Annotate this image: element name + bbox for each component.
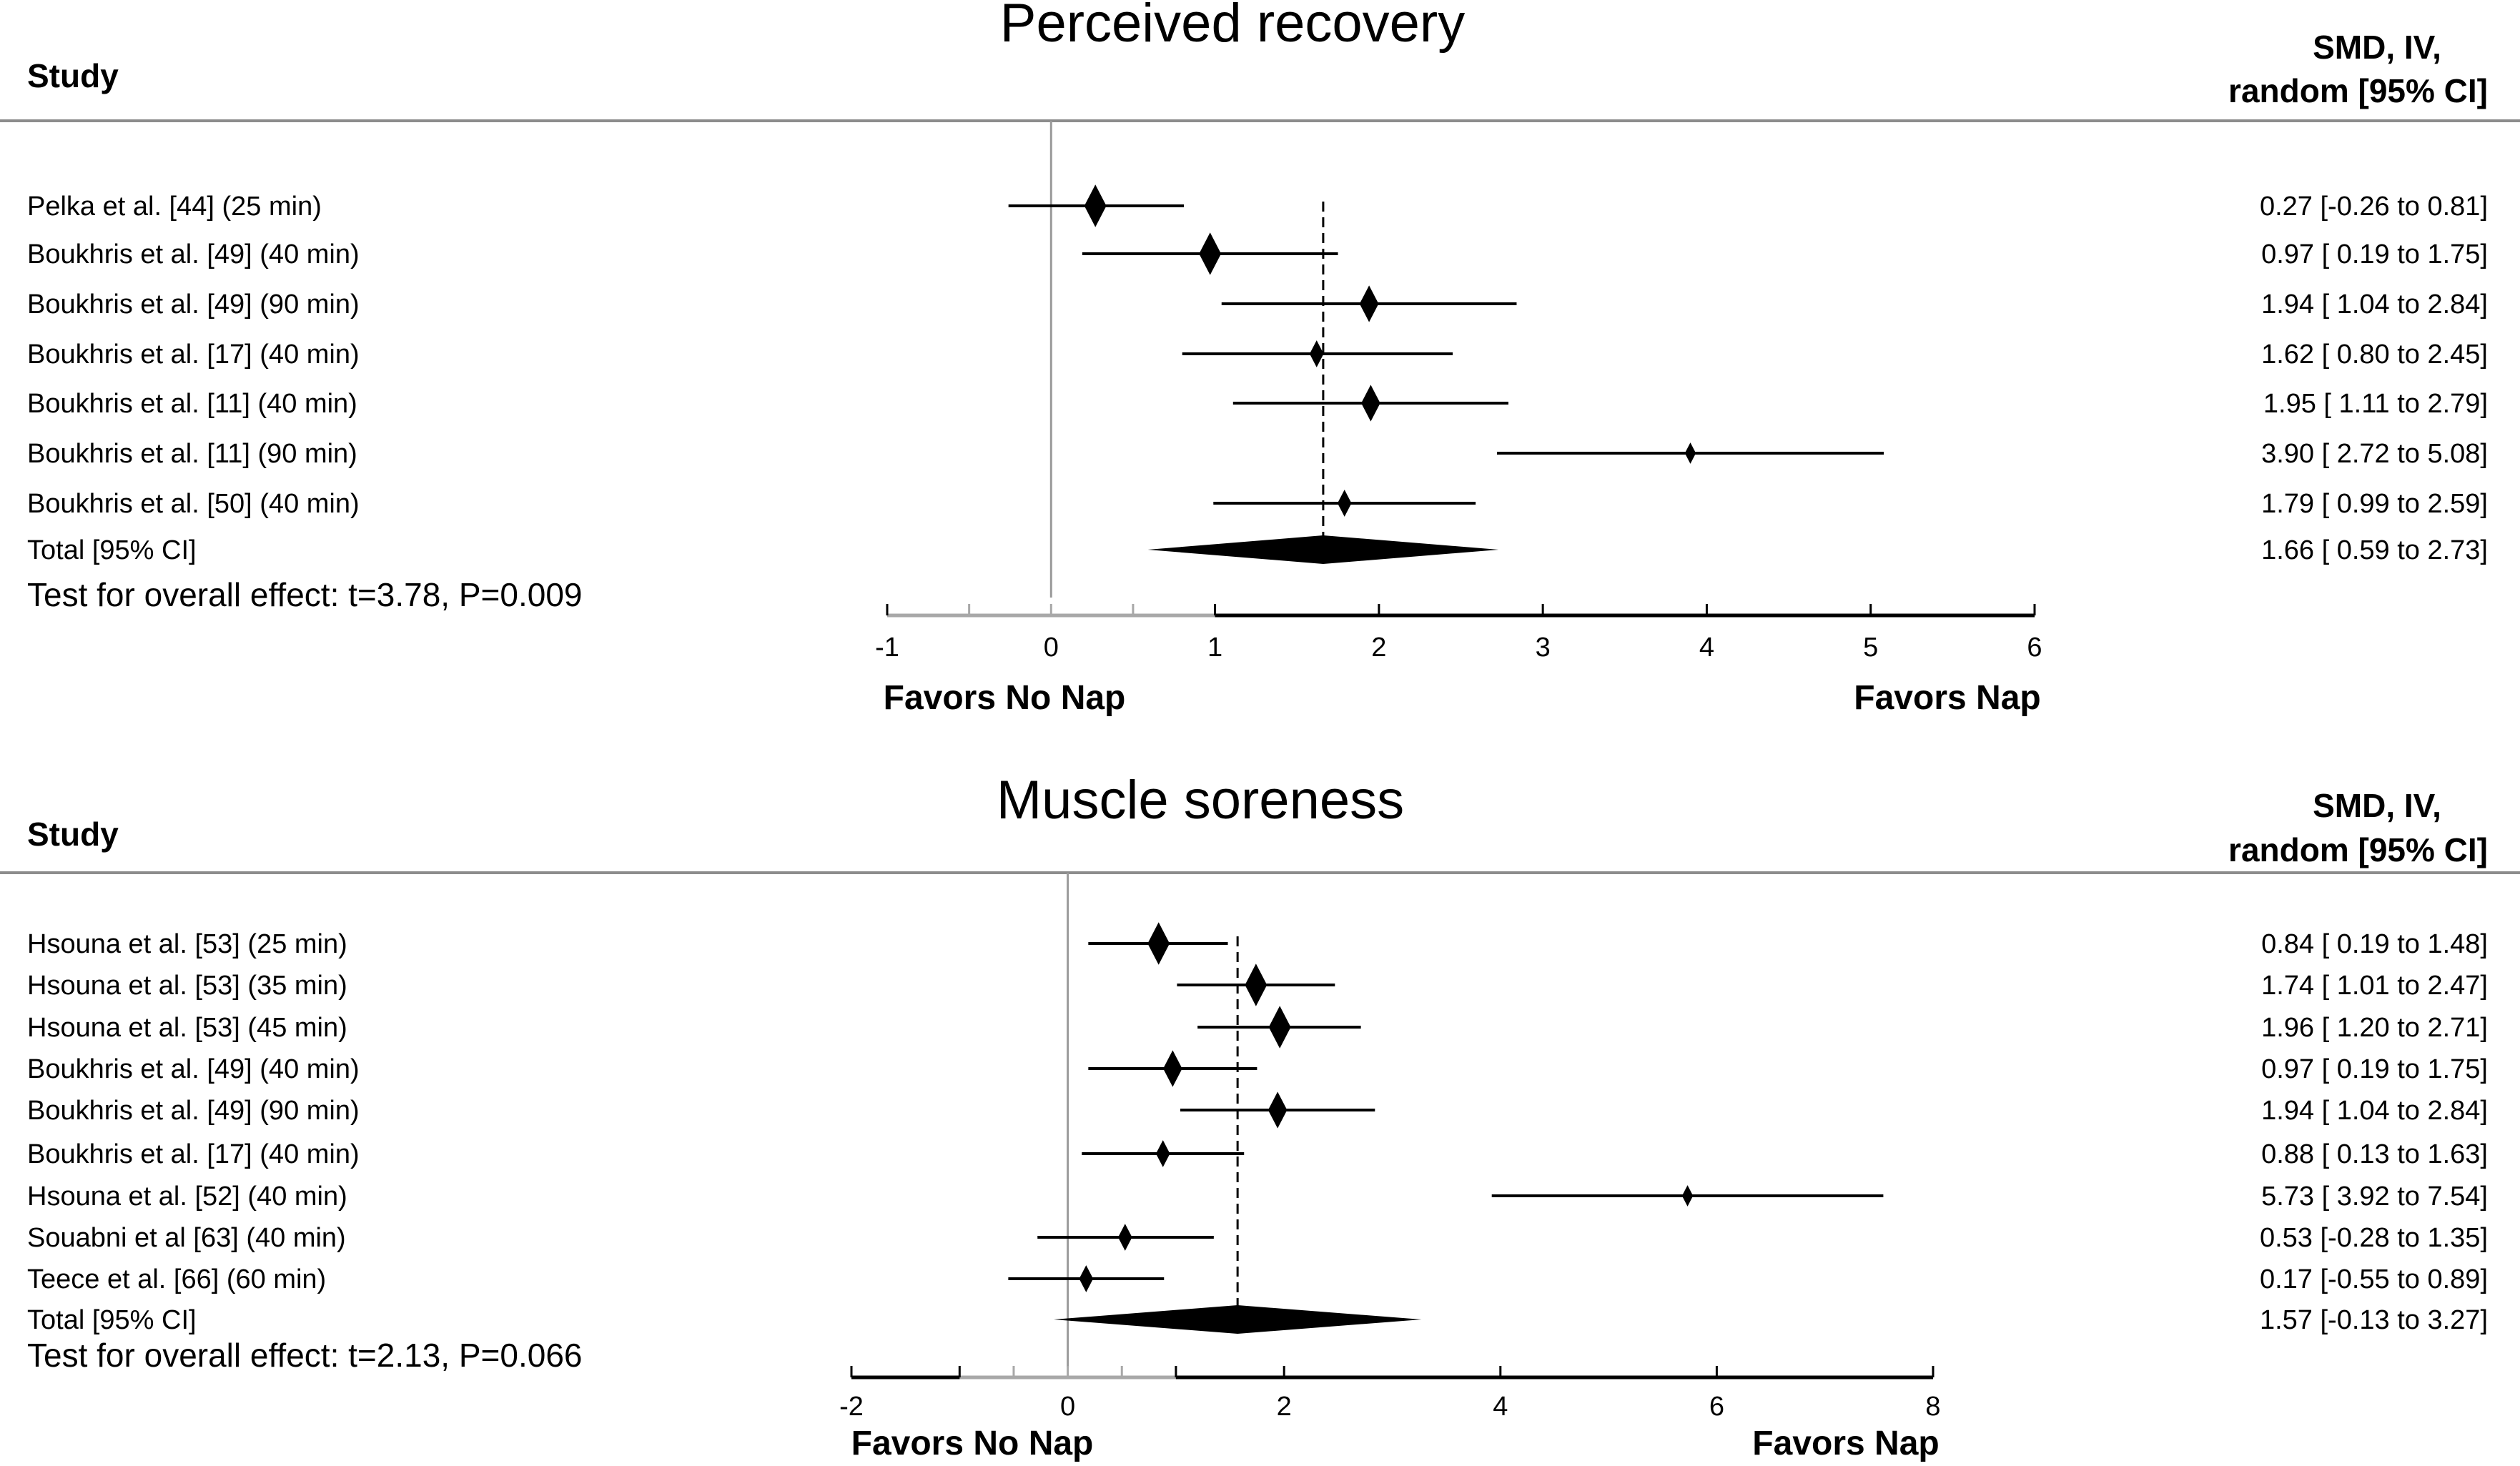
total-label: Total [95% CI]	[27, 1305, 197, 1335]
x-tick-label: 1	[1207, 633, 1222, 663]
favors-right-label: Favors Nap	[1752, 1425, 1939, 1462]
study-label: Hsouna et al. [53] (25 min)	[27, 929, 347, 959]
x-tick-label: 3	[1536, 633, 1551, 663]
study-effect-ci: 1.74 [ 1.01 to 2.47]	[2261, 971, 2488, 1001]
study-label: Souabni et al [63] (40 min)	[27, 1223, 346, 1253]
overall-effect-test: Test for overall effect: t=2.13, P=0.066	[27, 1337, 583, 1374]
chart-title: Muscle soreness	[997, 770, 1404, 831]
study-effect-ci: 3.90 [ 2.72 to 5.08]	[2261, 439, 2488, 469]
x-tick-label: 6	[2027, 633, 2042, 663]
study-label: Boukhris et al. [49] (40 min)	[27, 1054, 360, 1084]
study-point-diamond	[1147, 922, 1170, 965]
x-tick-label: -1	[875, 633, 899, 663]
study-label: Boukhris et al. [17] (40 min)	[27, 1139, 360, 1169]
study-point-diamond	[1245, 964, 1268, 1006]
x-tick-label: 4	[1699, 633, 1714, 663]
pooled-effect-diamond	[1147, 535, 1499, 564]
study-label: Pelka et al. [44] (25 min)	[27, 192, 322, 222]
chart-title: Perceived recovery	[1000, 0, 1466, 54]
study-label: Boukhris et al. [49] (40 min)	[27, 239, 360, 269]
study-point-diamond	[1199, 232, 1222, 275]
effect-column-header-line1: SMD, IV,	[2313, 29, 2441, 66]
study-effect-ci: 1.94 [ 1.04 to 2.84]	[2261, 1096, 2488, 1126]
study-label: Teece et al. [66] (60 min)	[27, 1264, 326, 1294]
forest-panel-perceived-recovery: Perceived recovery Study SMD, IV, random [9…	[0, 0, 2520, 717]
study-effect-ci: 1.79 [ 0.99 to 2.59]	[2261, 489, 2488, 519]
study-point-diamond	[1268, 1006, 1291, 1049]
study-effect-ci: 1.95 [ 1.11 to 2.79]	[2263, 389, 2488, 419]
x-tick-label: 0	[1044, 633, 1059, 663]
study-label: Boukhris et al. [50] (40 min)	[27, 489, 360, 519]
overall-effect-test: Test for overall effect: t=3.78, P=0.009	[27, 576, 583, 613]
study-label: Boukhris et al. [49] (90 min)	[27, 1096, 360, 1126]
study-effect-ci: 0.88 [ 0.13 to 1.63]	[2261, 1139, 2488, 1169]
study-point-diamond	[1684, 442, 1696, 464]
total-label: Total [95% CI]	[27, 535, 197, 565]
total-effect-ci: 1.66 [ 0.59 to 2.73]	[2261, 535, 2488, 565]
study-label: Hsouna et al. [53] (45 min)	[27, 1013, 347, 1043]
study-effect-ci: 0.84 [ 0.19 to 1.48]	[2261, 929, 2488, 959]
study-effect-ci: 0.53 [-0.28 to 1.35]	[2260, 1223, 2488, 1253]
study-label: Boukhris et al. [11] (90 min)	[27, 439, 357, 469]
favors-right-label: Favors Nap	[1854, 679, 2040, 717]
x-tick-label: 2	[1277, 1392, 1292, 1422]
pooled-effect-diamond	[1053, 1305, 1422, 1334]
study-effect-ci: 1.94 [ 1.04 to 2.84]	[2261, 289, 2488, 320]
effect-column-header-line1: SMD, IV,	[2313, 787, 2441, 824]
study-point-diamond	[1084, 184, 1107, 227]
x-tick-label: 8	[1925, 1392, 1940, 1422]
total-effect-ci: 1.57 [-0.13 to 3.27]	[2260, 1305, 2488, 1335]
x-tick-label: 4	[1493, 1392, 1508, 1422]
study-point-diamond	[1268, 1091, 1288, 1129]
x-tick-label: 5	[1863, 633, 1878, 663]
study-point-diamond	[1163, 1050, 1182, 1087]
x-tick-label: 6	[1709, 1392, 1724, 1422]
study-effect-ci: 5.73 [ 3.92 to 7.54]	[2261, 1182, 2488, 1212]
study-effect-ci: 1.62 [ 0.80 to 2.45]	[2261, 340, 2488, 370]
study-effect-ci: 0.27 [-0.26 to 0.81]	[2260, 192, 2488, 222]
effect-column-header-line2: random [95% CI]	[2228, 831, 2488, 868]
study-effect-ci: 0.97 [ 0.19 to 1.75]	[2261, 239, 2488, 269]
study-point-diamond	[1337, 490, 1352, 517]
study-label: Hsouna et al. [52] (40 min)	[27, 1182, 347, 1212]
forest-panel-muscle-soreness: Muscle soreness Study SMD, IV, random [95% …	[0, 770, 2520, 1462]
study-point-diamond	[1359, 285, 1379, 322]
study-label: Boukhris et al. [17] (40 min)	[27, 340, 360, 370]
study-column-header: Study	[27, 816, 119, 853]
study-column-header: Study	[27, 57, 119, 94]
study-effect-ci: 0.97 [ 0.19 to 1.75]	[2261, 1054, 2488, 1084]
x-tick-label: -2	[839, 1392, 864, 1422]
x-tick-label: 0	[1060, 1392, 1075, 1422]
study-effect-ci: 1.96 [ 1.20 to 2.71]	[2261, 1013, 2488, 1043]
study-point-diamond	[1117, 1224, 1132, 1251]
study-point-diamond	[1155, 1140, 1170, 1167]
study-point-diamond	[1079, 1265, 1094, 1292]
study-label: Boukhris et al. [49] (90 min)	[27, 289, 360, 320]
study-effect-ci: 0.17 [-0.55 to 0.89]	[2260, 1264, 2488, 1294]
favors-left-label: Favors No Nap	[851, 1425, 1094, 1462]
study-point-diamond	[1361, 385, 1380, 422]
favors-left-label: Favors No Nap	[884, 679, 1126, 717]
study-label: Hsouna et al. [53] (35 min)	[27, 971, 347, 1001]
x-tick-label: 2	[1371, 633, 1386, 663]
effect-column-header-line2: random [95% CI]	[2228, 72, 2488, 109]
study-label: Boukhris et al. [11] (40 min)	[27, 389, 357, 419]
study-point-diamond	[1309, 340, 1324, 367]
study-point-diamond	[1681, 1185, 1694, 1207]
